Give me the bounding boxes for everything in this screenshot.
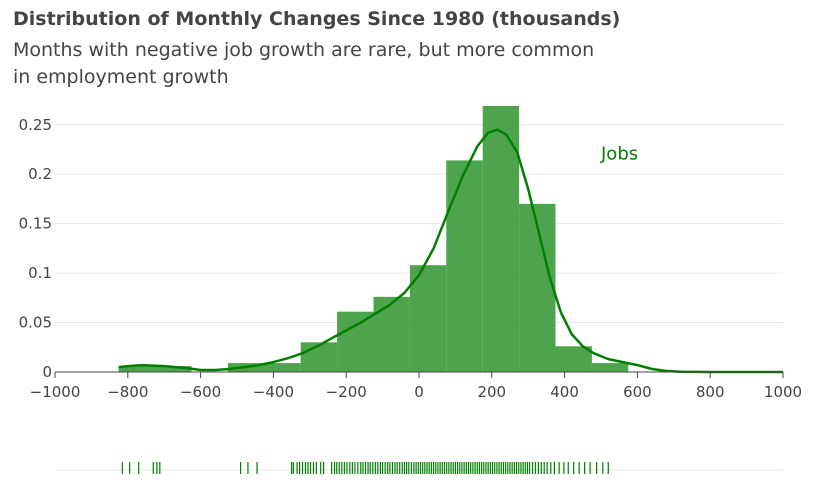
x-axis: −1000 −800 −600 −400 −200 0 200 400 600 800 1000	[30, 371, 802, 401]
x-tick-label: −800	[107, 383, 148, 401]
histogram-bar	[591, 363, 629, 372]
x-tick-label: −600	[180, 383, 221, 401]
density-curve-layer	[118, 128, 783, 374]
histogram-bar	[446, 160, 483, 372]
y-tick-label: 0.2	[28, 165, 52, 183]
x-tick-label: 800	[696, 383, 725, 401]
density-curve	[118, 128, 783, 374]
x-tick-label: 1000	[764, 383, 802, 401]
y-tick-label: 0.05	[19, 314, 52, 332]
histogram-bar	[227, 363, 301, 372]
x-tick-label: 200	[477, 383, 506, 401]
x-tick-label: 400	[550, 383, 579, 401]
y-axis: 0 0.05 0.1 0.15 0.2 0.25	[19, 116, 52, 381]
chart-subtitle: Months with negative job growth are rare…	[13, 37, 773, 91]
histogram-bar	[300, 342, 338, 372]
x-tick-label: −400	[253, 383, 294, 401]
x-tick-label: 0	[414, 383, 424, 401]
series-label-jobs: Jobs	[600, 143, 638, 164]
y-tick-label: 0.25	[19, 116, 52, 134]
chart-title: Distribution of Monthly Changes Since 19…	[13, 8, 621, 30]
chart-subtitle-line-2: in employment growth	[13, 66, 229, 88]
histogram-bars	[118, 105, 629, 372]
x-tick-label: −200	[326, 383, 367, 401]
histogram-bar	[373, 296, 410, 372]
chart-subtitle-line-1: Months with negative job growth are rare…	[13, 39, 595, 61]
histogram-bar	[482, 105, 520, 372]
y-tick-label: 0	[42, 363, 52, 381]
histogram-bar	[555, 346, 592, 372]
y-tick-label: 0.15	[19, 215, 52, 233]
histogram-bar	[337, 311, 374, 372]
rug-plot	[55, 462, 783, 474]
histogram-bar	[118, 366, 192, 372]
x-tick-label: −1000	[30, 383, 81, 401]
x-tick-label: 600	[623, 383, 652, 401]
histogram-bar	[409, 265, 447, 372]
histogram-bar	[519, 203, 556, 372]
y-tick-label: 0.1	[28, 264, 52, 282]
